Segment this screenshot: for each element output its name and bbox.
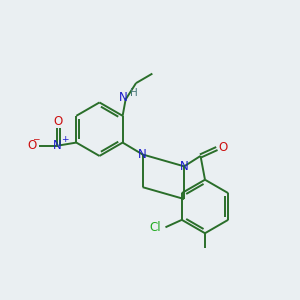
Text: N: N xyxy=(180,160,189,173)
Text: Cl: Cl xyxy=(149,221,161,234)
Text: H: H xyxy=(130,88,138,98)
Text: −: − xyxy=(32,134,40,143)
Text: +: + xyxy=(61,134,69,143)
Text: O: O xyxy=(219,140,228,154)
Text: N: N xyxy=(52,139,62,152)
Text: O: O xyxy=(54,115,63,128)
Text: N: N xyxy=(138,148,147,161)
Text: N: N xyxy=(119,92,128,104)
Text: O: O xyxy=(27,139,36,152)
